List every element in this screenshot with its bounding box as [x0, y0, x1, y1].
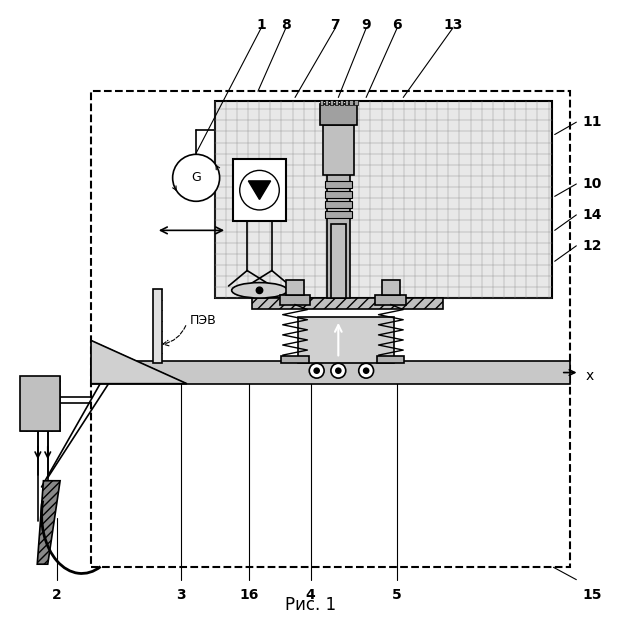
Text: 12: 12: [582, 239, 602, 253]
Text: 2: 2: [52, 588, 62, 602]
Bar: [20, 376, 60, 431]
Text: 14: 14: [582, 208, 602, 222]
Bar: [325, 201, 352, 208]
Circle shape: [314, 368, 319, 373]
Bar: [378, 356, 404, 364]
Bar: [286, 280, 304, 295]
Text: x: x: [586, 369, 594, 383]
Bar: [91, 362, 570, 383]
Bar: [320, 100, 324, 105]
Bar: [215, 100, 551, 298]
Circle shape: [256, 287, 263, 293]
Bar: [350, 100, 353, 105]
Text: 8: 8: [281, 18, 291, 32]
Bar: [331, 224, 346, 298]
Text: 1: 1: [256, 18, 266, 32]
Bar: [340, 100, 343, 105]
Circle shape: [359, 364, 374, 378]
Text: 15: 15: [582, 588, 602, 602]
Bar: [153, 289, 162, 364]
Bar: [355, 100, 358, 105]
Circle shape: [240, 170, 279, 210]
Text: 3: 3: [176, 588, 186, 602]
Polygon shape: [37, 481, 60, 564]
Circle shape: [331, 364, 346, 378]
Text: Рис. 1: Рис. 1: [285, 596, 336, 614]
Bar: [325, 100, 329, 105]
Bar: [323, 125, 354, 175]
Bar: [381, 280, 400, 295]
Text: G: G: [191, 172, 201, 184]
Bar: [320, 104, 357, 125]
Bar: [20, 376, 60, 431]
Bar: [325, 181, 352, 188]
Bar: [281, 356, 309, 364]
Bar: [279, 295, 310, 305]
Text: 10: 10: [582, 177, 602, 191]
Bar: [233, 159, 286, 221]
Circle shape: [309, 364, 324, 378]
Circle shape: [336, 368, 341, 373]
Bar: [335, 100, 338, 105]
Text: 5: 5: [392, 588, 402, 602]
Text: 13: 13: [443, 18, 463, 32]
Bar: [327, 163, 350, 298]
Bar: [330, 100, 333, 105]
Circle shape: [173, 154, 220, 202]
Bar: [325, 191, 352, 198]
Polygon shape: [91, 340, 187, 383]
Text: 9: 9: [361, 18, 371, 32]
Bar: [91, 92, 570, 567]
Bar: [252, 298, 443, 310]
Text: ПЭВ: ПЭВ: [190, 314, 217, 326]
Bar: [376, 295, 406, 305]
Ellipse shape: [232, 283, 288, 298]
Text: 6: 6: [392, 18, 402, 32]
Text: 16: 16: [239, 588, 258, 602]
Text: 11: 11: [582, 115, 602, 129]
Text: 4: 4: [306, 588, 315, 602]
Text: 7: 7: [330, 18, 340, 32]
Bar: [298, 317, 394, 364]
Bar: [97, 363, 564, 383]
Bar: [325, 211, 352, 218]
Polygon shape: [248, 181, 271, 200]
Bar: [345, 100, 348, 105]
Circle shape: [364, 368, 369, 373]
